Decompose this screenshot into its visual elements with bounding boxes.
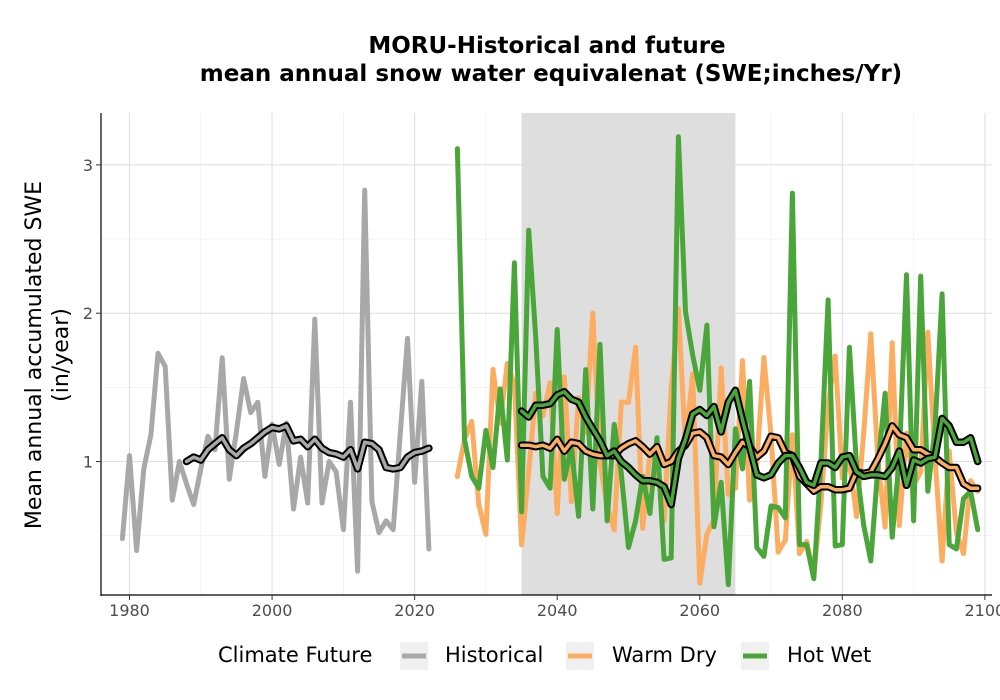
- moving-average-core: [184, 424, 431, 471]
- data-point: [725, 491, 731, 497]
- data-point: [483, 531, 489, 537]
- x-tick-label: 2100: [965, 601, 1000, 620]
- data-point: [518, 541, 525, 548]
- x-tick-label: 2040: [537, 601, 578, 620]
- data-point: [782, 537, 788, 543]
- data-point: [939, 558, 945, 564]
- chart-title-line2: mean annual snow water equivalenat (SWE;…: [200, 61, 902, 87]
- legend-title: Climate Future: [218, 643, 372, 667]
- data-point: [796, 550, 803, 557]
- data-point: [476, 501, 482, 508]
- data-point: [633, 344, 639, 350]
- data-point: [853, 513, 860, 519]
- y-axis-title-line1: Mean annual accumulated SWE: [22, 181, 47, 529]
- y-tick-label: 3: [83, 156, 93, 175]
- plot-area: 1980 2000 2020 2040 2060 2080 2100 1 2 3: [83, 113, 1000, 620]
- data-point: [640, 525, 646, 531]
- y-tick-label: 1: [83, 453, 93, 472]
- legend-item-hot-wet: Hot Wet: [741, 642, 871, 670]
- data-point: [469, 418, 475, 425]
- x-tick-label: 2060: [679, 601, 720, 620]
- data-point: [697, 580, 703, 586]
- data-point: [568, 498, 575, 505]
- data-point: [718, 365, 724, 371]
- x-tick-label: 2080: [822, 601, 863, 620]
- data-point: [625, 399, 632, 405]
- x-tick-label: 1980: [109, 601, 150, 620]
- y-axis-ticks: 1 2 3: [83, 156, 101, 472]
- data-point: [761, 355, 767, 361]
- legend-item-warm-dry: Warm Dry: [566, 642, 717, 670]
- data-point: [526, 469, 532, 475]
- data-point: [547, 380, 553, 386]
- y-tick-label: 2: [83, 304, 93, 323]
- data-point: [896, 522, 902, 528]
- data-point: [704, 531, 710, 537]
- data-point: [789, 432, 796, 438]
- data-point: [618, 399, 624, 405]
- series-line-hot-wet: [454, 134, 981, 588]
- data-point: [739, 358, 746, 364]
- legend-item-historical: Historical: [400, 642, 543, 670]
- data-point: [882, 524, 888, 530]
- data-point: [611, 527, 617, 533]
- x-tick-label: 2020: [394, 601, 435, 620]
- x-axis-ticks: 1980 2000 2020 2040 2060 2080 2100: [109, 595, 1000, 620]
- moving-average-historical: [182, 422, 433, 473]
- data-point: [561, 374, 567, 380]
- data-point: [960, 550, 967, 557]
- data-point: [597, 460, 603, 466]
- data-point: [490, 366, 496, 373]
- chart-title-line1: MORU-Historical and future: [368, 33, 725, 59]
- legend-label-warm-dry: Warm Dry: [612, 643, 717, 667]
- x-tick-label: 2000: [252, 601, 293, 620]
- legend-label-historical: Historical: [445, 643, 543, 667]
- data-point: [968, 478, 974, 484]
- data-point: [832, 353, 838, 359]
- data-point: [918, 469, 924, 475]
- data-point: [775, 549, 781, 555]
- moving-average-hot-wet: [517, 386, 982, 509]
- y-axis-title-line2: (in/year): [49, 308, 74, 402]
- data-point: [590, 310, 596, 316]
- data-point: [889, 340, 895, 346]
- data-point: [554, 510, 560, 517]
- legend: Climate Future Historical Warm Dry Hot W…: [218, 642, 871, 670]
- series-line-warm-dry: [454, 306, 981, 586]
- moving-average-core: [519, 388, 980, 507]
- series-line-historical: [119, 187, 432, 574]
- data-point: [868, 331, 874, 337]
- data-point: [747, 497, 753, 503]
- legend-label-hot-wet: Hot Wet: [787, 643, 871, 667]
- data-point: [861, 430, 867, 436]
- data-point: [454, 473, 460, 479]
- data-point: [925, 329, 931, 336]
